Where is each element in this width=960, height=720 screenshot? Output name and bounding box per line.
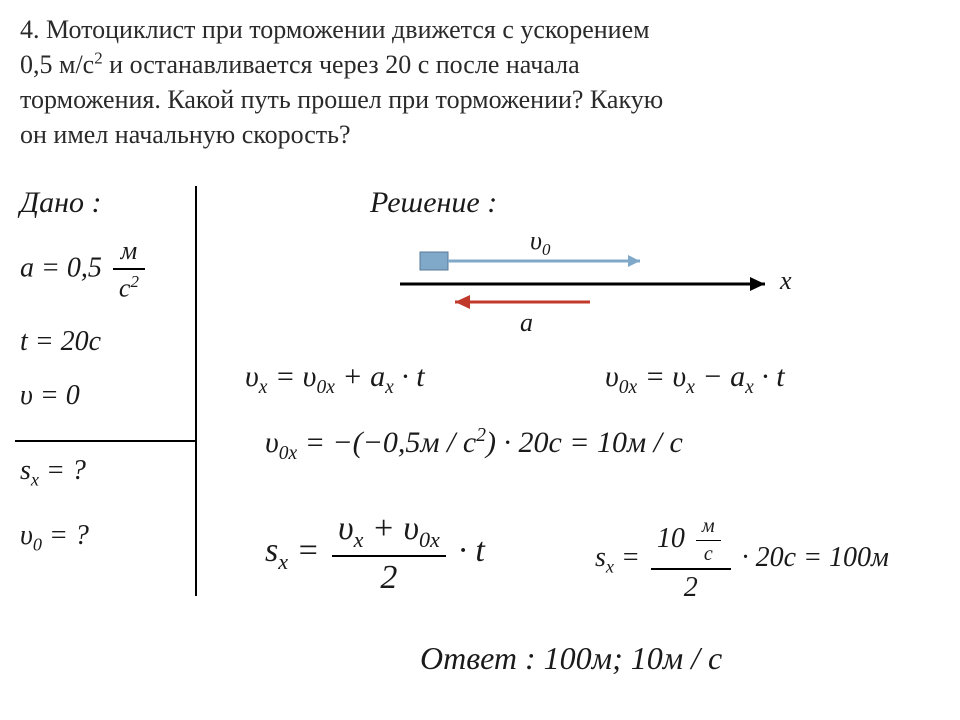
vertical-divider xyxy=(195,186,197,596)
given-velocity: υ = 0 xyxy=(20,380,190,412)
v0-arrow-head xyxy=(628,255,640,267)
problem-line2a: 0,5 м/с xyxy=(20,50,94,79)
equation-sx-formula: sx = υx + υ0x 2 · t xyxy=(265,510,485,597)
equation-vx: υx = υ0x + ax · t xyxy=(245,360,425,399)
equation-v0x: υ0x = υx − ax · t xyxy=(605,360,785,399)
given-separator xyxy=(15,440,195,442)
given-block: Дано : a = 0,5 м с2 t = 20c υ = 0 xyxy=(20,186,190,434)
problem-line4: он имел начальную скорость? xyxy=(20,120,351,149)
a-label: a xyxy=(520,308,533,338)
given-acceleration: a = 0,5 м с2 xyxy=(20,236,190,304)
problem-line2b: и останавливается через 20 с после начал… xyxy=(103,50,580,79)
squared: 2 xyxy=(94,48,102,67)
solution-title: Решение : xyxy=(370,186,497,220)
given-time: t = 20c xyxy=(20,326,190,358)
problem-statement: 4. Мотоциклист при торможении движется с… xyxy=(20,12,940,152)
problem-line1: 4. Мотоциклист при торможении движется с… xyxy=(20,15,650,44)
x-axis-arrow xyxy=(750,277,765,291)
equation-v0x-numeric: υ0x = −(−0,5м / с2) · 20c = 10м / с xyxy=(265,425,683,465)
answer: Ответ : 100м; 10м / с xyxy=(420,640,722,677)
equation-sx-numeric: sx = 10 м с 2 · 20c = 100м xyxy=(595,515,889,604)
motion-diagram: υ0 a x xyxy=(380,230,800,330)
moving-body-icon xyxy=(420,252,448,270)
find-v0: υ0 = ? xyxy=(20,520,89,556)
problem-line3: торможения. Какой путь прошел при тормож… xyxy=(20,85,663,114)
given-title: Дано : xyxy=(20,186,190,220)
a-arrow-head xyxy=(455,295,470,309)
find-sx: sx = ? xyxy=(20,455,86,491)
v0-label: υ0 xyxy=(530,226,550,260)
diagram-svg xyxy=(380,230,800,340)
x-label: x xyxy=(780,266,792,296)
